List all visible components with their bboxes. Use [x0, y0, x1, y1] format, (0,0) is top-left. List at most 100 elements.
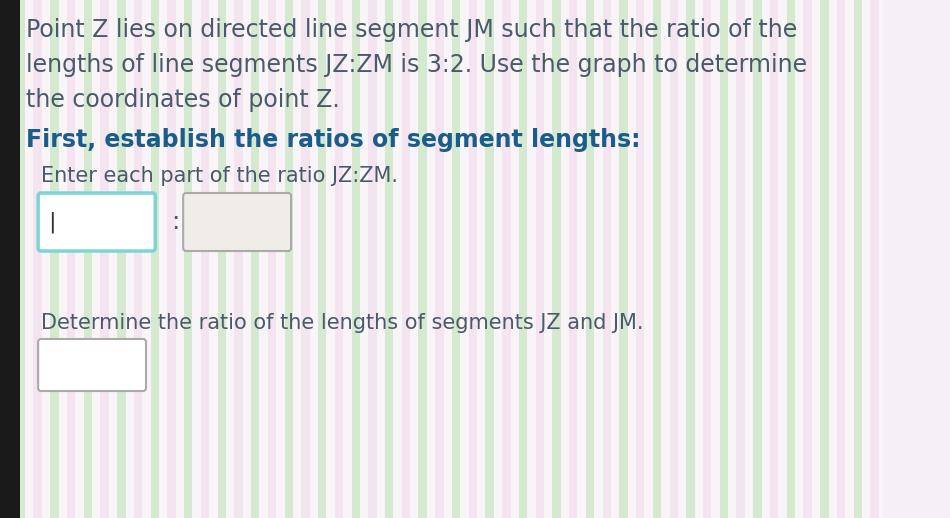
Bar — [285, 0, 293, 518]
Bar — [828, 0, 837, 518]
Bar — [862, 0, 870, 518]
Bar — [804, 0, 812, 518]
Bar — [218, 0, 226, 518]
Text: :: : — [171, 210, 179, 234]
Bar — [527, 0, 536, 518]
Bar — [619, 0, 628, 518]
Bar — [468, 0, 477, 518]
Bar — [435, 0, 444, 518]
Bar — [427, 0, 435, 518]
Bar — [42, 0, 50, 518]
Bar — [594, 0, 602, 518]
Bar — [519, 0, 527, 518]
Bar — [770, 0, 778, 518]
Text: Enter each part of the ratio JZ:ZM.: Enter each part of the ratio JZ:ZM. — [41, 166, 398, 186]
Bar — [628, 0, 636, 518]
Bar — [854, 0, 862, 518]
Bar — [369, 0, 376, 518]
Bar — [17, 0, 25, 518]
Bar — [151, 0, 159, 518]
Bar — [686, 0, 694, 518]
Bar — [653, 0, 661, 518]
Bar — [318, 0, 327, 518]
Bar — [477, 0, 485, 518]
Bar — [159, 0, 167, 518]
Bar — [694, 0, 703, 518]
Bar — [393, 0, 402, 518]
Bar — [720, 0, 728, 518]
Bar — [259, 0, 268, 518]
Text: Determine the ratio of the lengths of segments JZ and JM.: Determine the ratio of the lengths of se… — [41, 313, 643, 333]
Bar — [184, 0, 193, 518]
Bar — [870, 0, 879, 518]
Bar — [762, 0, 770, 518]
Bar — [268, 0, 276, 518]
Bar — [310, 0, 318, 518]
Bar — [418, 0, 427, 518]
Bar — [193, 0, 200, 518]
Bar — [235, 0, 242, 518]
Bar — [736, 0, 745, 518]
Bar — [602, 0, 611, 518]
Bar — [385, 0, 393, 518]
Bar — [837, 0, 846, 518]
Bar — [510, 0, 519, 518]
Bar — [276, 0, 285, 518]
FancyBboxPatch shape — [38, 193, 155, 251]
Bar — [661, 0, 670, 518]
Bar — [461, 0, 468, 518]
Bar — [678, 0, 686, 518]
Bar — [242, 0, 251, 518]
Bar — [376, 0, 385, 518]
Text: First, establish the ratios of segment lengths:: First, establish the ratios of segment l… — [26, 128, 640, 152]
Bar — [503, 0, 510, 518]
Bar — [50, 0, 59, 518]
Bar — [352, 0, 360, 518]
Bar — [0, 0, 9, 518]
Text: the coordinates of point Z.: the coordinates of point Z. — [26, 88, 340, 112]
Bar — [578, 0, 586, 518]
Bar — [226, 0, 235, 518]
Bar — [167, 0, 176, 518]
Bar — [176, 0, 184, 518]
Bar — [84, 0, 92, 518]
Bar — [569, 0, 578, 518]
Bar — [33, 0, 42, 518]
Bar — [544, 0, 552, 518]
Bar — [485, 0, 494, 518]
Bar — [778, 0, 787, 518]
Bar — [586, 0, 594, 518]
Bar — [9, 0, 17, 518]
Bar — [334, 0, 343, 518]
Bar — [142, 0, 151, 518]
Bar — [611, 0, 619, 518]
Bar — [92, 0, 101, 518]
Bar — [25, 0, 33, 518]
Bar — [66, 0, 75, 518]
Bar — [745, 0, 753, 518]
Bar — [703, 0, 712, 518]
Bar — [644, 0, 653, 518]
Text: |: | — [48, 211, 56, 233]
Bar — [712, 0, 720, 518]
Bar — [410, 0, 418, 518]
Bar — [444, 0, 452, 518]
Bar — [0, 0, 21, 518]
Bar — [59, 0, 66, 518]
Bar — [402, 0, 410, 518]
Bar — [109, 0, 117, 518]
Bar — [536, 0, 544, 518]
Bar — [360, 0, 369, 518]
Bar — [125, 0, 134, 518]
Bar — [134, 0, 142, 518]
Bar — [820, 0, 828, 518]
Bar — [879, 0, 887, 518]
Bar — [101, 0, 109, 518]
Bar — [753, 0, 762, 518]
Bar — [787, 0, 795, 518]
Bar — [343, 0, 352, 518]
Bar — [452, 0, 461, 518]
Bar — [209, 0, 218, 518]
Bar — [200, 0, 209, 518]
Bar — [812, 0, 820, 518]
